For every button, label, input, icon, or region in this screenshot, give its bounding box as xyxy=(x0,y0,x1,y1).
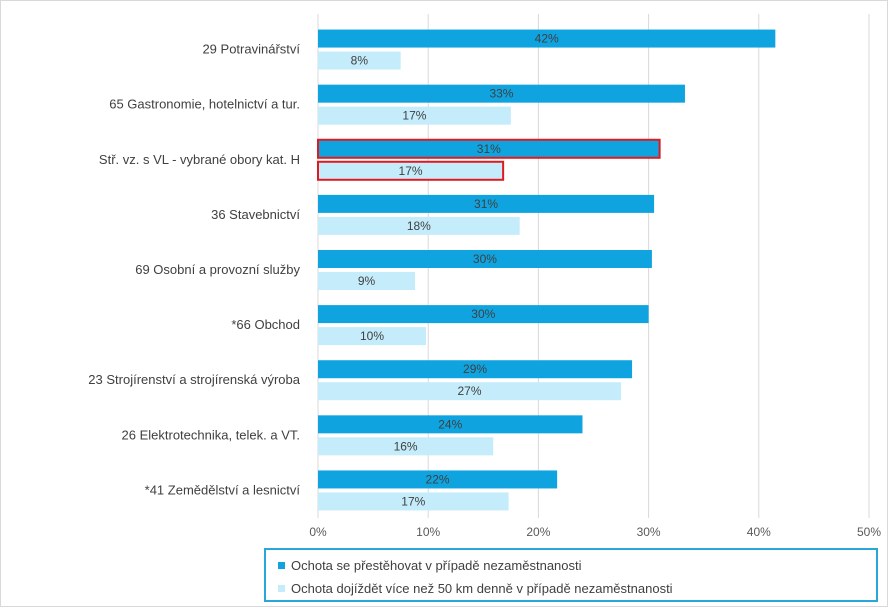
bar-series-2-2 xyxy=(317,160,505,181)
data-label-series-1-6: 29% xyxy=(463,362,487,376)
bar-series-2-4 xyxy=(318,272,415,290)
legend-item-series-2: Ochota dojíždět více než 50 km denně v p… xyxy=(278,579,673,597)
data-label-series-1-1: 33% xyxy=(489,87,513,101)
data-label-series-2-1: 17% xyxy=(402,109,426,123)
bar-series-1-5 xyxy=(318,305,649,324)
chart-legend: Ochota se přestěhovat v případě nezaměst… xyxy=(264,548,878,602)
legend-swatch-series-2 xyxy=(278,584,285,592)
bar-series-2-6 xyxy=(318,382,622,401)
category-label-5: *66 Obchod xyxy=(231,317,300,332)
data-label-series-1-8: 22% xyxy=(426,472,450,486)
category-label-3: 36 Stavebnictví xyxy=(211,207,300,222)
bar-series-1-8 xyxy=(318,470,558,489)
legend-label-series-2: Ochota dojíždět více než 50 km denně v p… xyxy=(291,580,673,596)
data-label-series-2-3: 18% xyxy=(407,219,431,233)
category-label-8: *41 Zemědělství a lesnictví xyxy=(145,482,301,497)
data-label-series-1-4: 30% xyxy=(473,252,497,266)
bar-series-1-1 xyxy=(318,84,685,103)
x-tick-label-5: 50% xyxy=(857,525,881,539)
x-tick-label-0: 0% xyxy=(309,525,327,539)
bar-series-1-4 xyxy=(318,250,652,268)
bar-series-1-7 xyxy=(318,415,583,434)
bar-series-2-5 xyxy=(318,327,426,346)
bar-series-2-0 xyxy=(318,51,401,70)
legend-label-series-1: Ochota se přestěhovat v případě nezaměst… xyxy=(291,557,582,573)
data-label-series-2-6: 27% xyxy=(458,384,482,398)
bar-series-2-7 xyxy=(318,437,494,456)
data-label-series-2-8: 17% xyxy=(401,494,425,508)
category-label-0: 29 Potravinářství xyxy=(202,42,300,57)
legend-swatch-series-1 xyxy=(278,561,285,569)
x-tick-label-2: 20% xyxy=(526,525,550,539)
bar-series-2-3 xyxy=(318,216,520,235)
data-label-series-1-0: 42% xyxy=(535,32,559,46)
category-label-4: 69 Osobní a provozní služby xyxy=(135,262,300,277)
data-label-series-2-0: 8% xyxy=(351,54,369,68)
bar-series-1-6 xyxy=(318,360,633,379)
data-label-series-1-2: 31% xyxy=(477,142,501,156)
category-label-7: 26 Elektrotechnika, telek. a VT. xyxy=(122,427,300,442)
bar-series-1-3 xyxy=(318,194,655,213)
bar-series-2-8 xyxy=(318,492,509,511)
legend-item-series-1: Ochota se přestěhovat v případě nezaměst… xyxy=(278,556,582,574)
x-tick-label-4: 40% xyxy=(747,525,771,539)
bar-series-1-2 xyxy=(317,138,661,159)
data-label-series-2-7: 16% xyxy=(394,439,418,453)
category-label-1: 65 Gastronomie, hotelnictví a tur. xyxy=(109,97,300,112)
data-label-series-1-7: 24% xyxy=(438,417,462,431)
data-label-series-2-2: 17% xyxy=(399,164,423,178)
category-label-6: 23 Strojírenství a strojírenská výroba xyxy=(88,372,300,387)
data-label-series-2-5: 10% xyxy=(360,329,384,343)
data-label-series-1-3: 31% xyxy=(474,197,498,211)
bar-series-2-1 xyxy=(318,106,511,125)
bar-series-1-0 xyxy=(318,29,776,48)
x-tick-label-1: 10% xyxy=(416,525,440,539)
data-label-series-1-5: 30% xyxy=(471,307,495,321)
category-label-2: Stř. vz. s VL - vybrané obory kat. H xyxy=(99,152,300,167)
data-label-series-2-4: 9% xyxy=(358,274,376,288)
x-tick-label-3: 30% xyxy=(637,525,661,539)
